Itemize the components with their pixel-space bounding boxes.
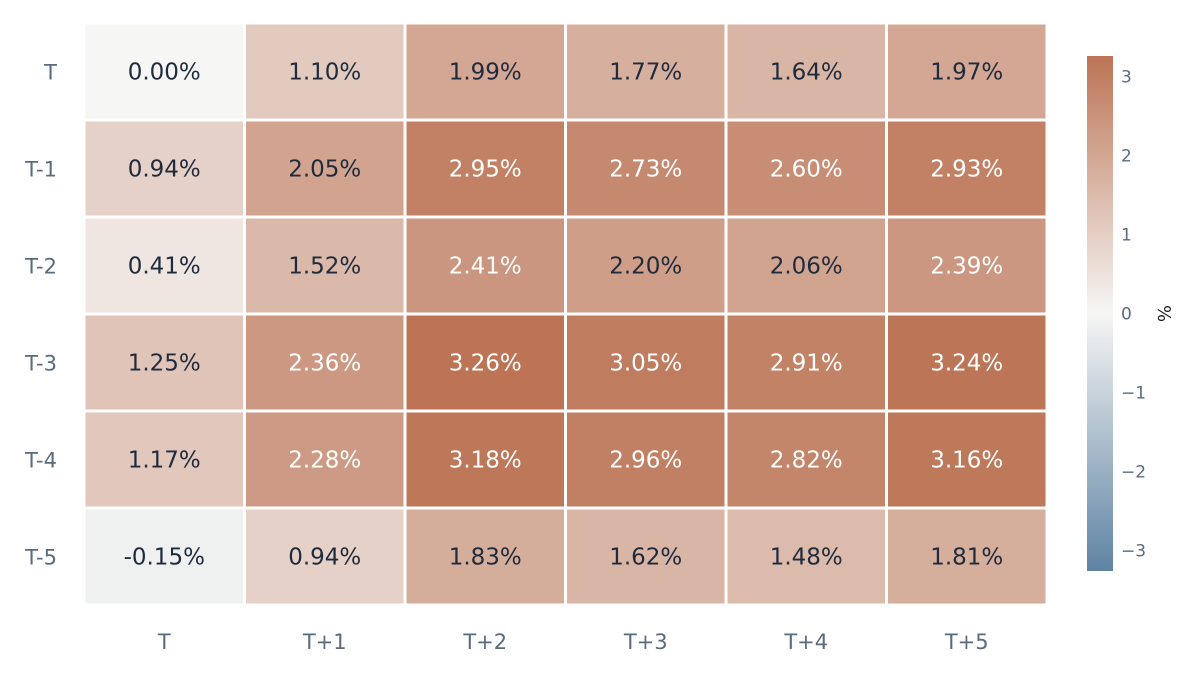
heatmap-cell [727, 412, 885, 507]
x-tick-label: T+5 [944, 630, 989, 654]
heatmap-cell [888, 509, 1046, 604]
y-tick-label: T-3 [24, 352, 57, 376]
colorbar-gradient [1087, 56, 1113, 571]
cell-value-label: 2.82% [770, 448, 843, 474]
heatmap-cell [888, 24, 1046, 119]
cell-value-label: 2.91% [770, 351, 843, 377]
colorbar-tick-label: 1 [1121, 226, 1132, 246]
cell-value-label: 1.48% [770, 545, 843, 571]
cell-value-label: 0.94% [288, 545, 361, 571]
cell-value-label: 1.10% [288, 60, 361, 86]
heatmap-cell [406, 315, 564, 410]
cell-value-label: 1.83% [449, 545, 522, 571]
heatmap-cell [567, 412, 725, 507]
cell-value-label: 1.52% [288, 254, 361, 280]
cell-value-label: 2.28% [288, 448, 361, 474]
heatmap-cell [888, 218, 1046, 313]
heatmap-cell [85, 24, 243, 119]
cell-value-label: 2.20% [609, 254, 682, 280]
y-tick-label: T [43, 61, 57, 85]
cell-value-label: 0.94% [128, 157, 201, 183]
y-tick-label: T-1 [24, 158, 57, 182]
y-tick-label: T-4 [24, 449, 57, 473]
colorbar: 3 2 1 0 −1 −2 −3% [1087, 56, 1174, 571]
heatmap-cell [246, 121, 404, 216]
cell-value-label: 3.05% [609, 351, 682, 377]
cell-value-label: 1.25% [128, 351, 201, 377]
heatmap-cell [888, 412, 1046, 507]
heatmap-cell [85, 509, 243, 604]
x-tick-label: T+1 [302, 630, 347, 654]
heatmap-cell [567, 121, 725, 216]
cell-value-label: 2.73% [609, 157, 682, 183]
heatmap-cell [406, 121, 564, 216]
colorbar-tick-label: −2 [1121, 462, 1146, 482]
y-axis-tick-labels: T T-1 T-2 T-3 T-4 T-5 [24, 61, 57, 570]
cell-value-label: 2.95% [449, 157, 522, 183]
cell-value-label: 2.39% [930, 254, 1003, 280]
cell-value-label: 2.93% [930, 157, 1003, 183]
cell-value-label: 2.36% [288, 351, 361, 377]
heatmap-cells: 0.00% 1.10% 1.99% 1.77% 1.64% 1.97% 0.94% 2.05%… [85, 24, 1046, 604]
cell-value-label: 2.41% [449, 254, 522, 280]
cell-value-label: 1.97% [930, 60, 1003, 86]
heatmap-cell [406, 509, 564, 604]
x-tick-label: T+2 [462, 630, 507, 654]
heatmap-cell [567, 24, 725, 119]
cell-value-label: 1.17% [128, 448, 201, 474]
x-tick-label: T [157, 630, 171, 654]
heatmap-cell [246, 509, 404, 604]
heatmap-cell [567, 315, 725, 410]
colorbar-tick-label: −1 [1121, 383, 1146, 403]
colorbar-tick-label: 0 [1121, 305, 1132, 325]
heatmap-cell [246, 218, 404, 313]
heatmap-cell [246, 412, 404, 507]
cell-value-label: 2.60% [770, 157, 843, 183]
x-tick-label: T+4 [783, 630, 828, 654]
cell-value-label: 1.77% [609, 60, 682, 86]
colorbar-tick-label: 3 [1121, 68, 1132, 88]
cell-value-label: 0.00% [128, 60, 201, 86]
heatmap-cell [567, 509, 725, 604]
colorbar-tick-label: 2 [1121, 147, 1132, 167]
cell-value-label: 3.24% [930, 351, 1003, 377]
cell-value-label: -0.15% [124, 545, 205, 571]
heatmap-cell [567, 218, 725, 313]
x-tick-label: T+3 [623, 630, 668, 654]
heatmap-cell [406, 412, 564, 507]
y-tick-label: T-5 [24, 546, 57, 570]
cell-value-label: 2.06% [770, 254, 843, 280]
heatmap-cell [727, 121, 885, 216]
heatmap-cell [727, 509, 885, 604]
heatmap-cell [406, 24, 564, 119]
heatmap-cell [406, 218, 564, 313]
heatmap-cell [246, 24, 404, 119]
cell-value-label: 0.41% [128, 254, 201, 280]
cell-value-label: 1.99% [449, 60, 522, 86]
heatmap-cell [246, 315, 404, 410]
cell-value-label: 2.96% [609, 448, 682, 474]
heatmap-cell [888, 121, 1046, 216]
heatmap-cell [727, 315, 885, 410]
heatmap-cell [85, 315, 243, 410]
heatmap-cell [727, 218, 885, 313]
heatmap-cell [888, 315, 1046, 410]
cell-value-label: 1.62% [609, 545, 682, 571]
cell-value-label: 3.16% [930, 448, 1003, 474]
colorbar-title: % [1153, 305, 1174, 322]
cell-value-label: 2.05% [288, 157, 361, 183]
cell-value-label: 1.64% [770, 60, 843, 86]
x-axis-tick-labels: T T+1 T+2 T+3 T+4 T+5 [157, 630, 989, 654]
heatmap-cell [727, 24, 885, 119]
cell-value-label: 1.81% [930, 545, 1003, 571]
colorbar-tick-label: −3 [1121, 541, 1146, 561]
heatmap-cell [85, 218, 243, 313]
cell-value-label: 3.26% [449, 351, 522, 377]
cell-value-label: 3.18% [449, 448, 522, 474]
heatmap-cell [85, 412, 243, 507]
heatmap-cell [85, 121, 243, 216]
y-tick-label: T-2 [24, 255, 57, 279]
